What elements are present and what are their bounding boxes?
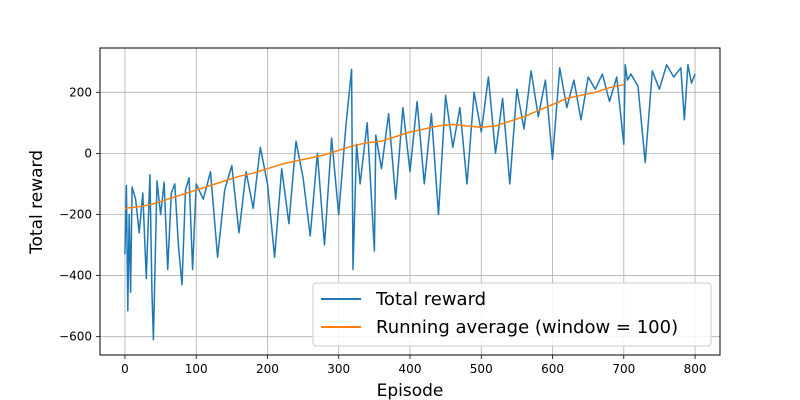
y-tick-label: −400 — [59, 269, 92, 283]
y-axis-label: Total reward — [27, 150, 47, 255]
legend: Total reward Running average (window = 1… — [312, 282, 712, 347]
y-tick-label: −600 — [59, 330, 92, 344]
y-axis: −600 −400 −200 0 200 — [59, 85, 100, 344]
x-tick-label: 700 — [612, 362, 635, 376]
legend-label-running-average: Running average (window = 100) — [376, 317, 678, 338]
legend-box — [312, 282, 712, 347]
series-line-total-reward — [124, 64, 696, 341]
x-tick-label: 800 — [684, 362, 707, 376]
x-axis: 0 100 200 300 400 500 600 700 800 — [121, 355, 707, 376]
x-tick-label: 600 — [541, 362, 564, 376]
x-tick-label: 400 — [399, 362, 422, 376]
y-tick-label: −200 — [59, 207, 92, 221]
y-tick-label: 200 — [69, 85, 92, 99]
x-tick-label: 300 — [327, 362, 350, 376]
x-tick-label: 0 — [121, 362, 129, 376]
legend-label-total-reward: Total reward — [375, 289, 486, 310]
x-tick-label: 100 — [185, 362, 208, 376]
x-axis-label: Episode — [377, 381, 444, 400]
x-tick-label: 200 — [256, 362, 279, 376]
x-tick-label: 500 — [470, 362, 493, 376]
series-line-running-average — [124, 83, 624, 210]
y-tick-label: 0 — [84, 146, 92, 160]
series-layer — [124, 64, 696, 341]
